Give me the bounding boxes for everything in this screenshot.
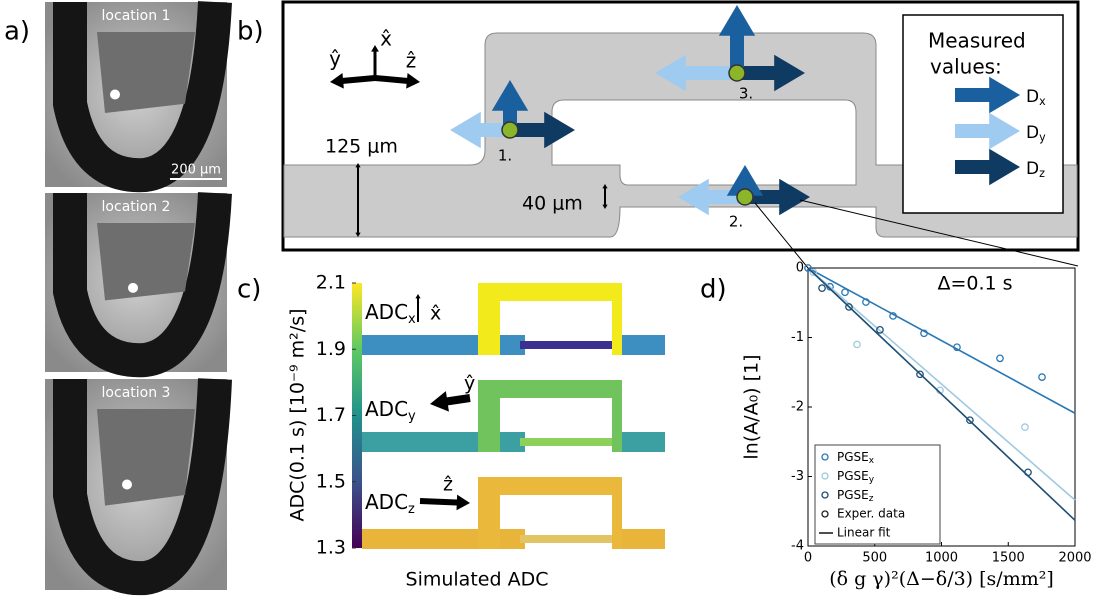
legend-label-main: D — [1026, 123, 1039, 143]
colorbar-tick-label: 1.5 — [316, 470, 346, 492]
dimension-label: 125 μm — [325, 136, 398, 158]
panel-label: c) — [237, 275, 261, 305]
x-axis-label: (δ g γ)²(Δ−δ/3) [s/mm²] — [829, 568, 1054, 590]
y-tick-label: -2 — [791, 400, 804, 415]
chip-region — [97, 409, 195, 506]
legend-label: Exper. data — [837, 507, 905, 521]
annotation: Δ=0.1 s — [937, 273, 1012, 295]
legend-label-sub: x — [1039, 95, 1046, 108]
map-band — [362, 335, 525, 355]
axis-label: x̂ — [380, 27, 392, 51]
x-tick-label: 2000 — [1058, 551, 1091, 566]
map-label: ADCy — [365, 397, 416, 424]
legend-label-sub: z — [869, 494, 874, 504]
y-tick-label: -3 — [791, 469, 804, 484]
bright-spot — [110, 90, 120, 100]
legend-title: values: — [930, 55, 1002, 79]
point-label: 2. — [729, 213, 743, 231]
measure-point — [729, 65, 745, 81]
map-label-main: ADC — [365, 397, 408, 421]
colorbar-tick-label: 1.7 — [316, 404, 346, 426]
map-label-sub: z — [408, 502, 415, 517]
legend-label-sub: y — [869, 475, 875, 485]
axis-label: ŷ — [329, 47, 341, 71]
image-label: location 2 — [102, 199, 171, 215]
map-label-sub: x — [408, 312, 416, 327]
x-tick-label: 1000 — [925, 551, 958, 566]
legend-label-main: D — [1026, 87, 1039, 107]
chip-region — [97, 32, 195, 113]
point-label: 1. — [498, 147, 512, 165]
map-label-sub: y — [408, 409, 416, 424]
x-tick-label: 0 — [804, 551, 812, 566]
map-label: ADCx — [365, 300, 416, 327]
colorbar-tick-label: 1.9 — [316, 338, 346, 360]
image-label: location 1 — [102, 8, 171, 24]
bright-spot — [122, 480, 132, 490]
legend-label-main: D — [1026, 159, 1039, 179]
colorbar-tick-label: 1.3 — [316, 537, 346, 559]
map-band — [520, 535, 617, 543]
panel-label: d) — [700, 275, 727, 305]
y-tick-label: 0 — [796, 261, 804, 276]
panel-c-title: Simulated ADC — [406, 569, 549, 591]
legend-label-sub: y — [1039, 131, 1046, 144]
legend-label: Linear fit — [837, 526, 891, 540]
map-band — [520, 341, 617, 349]
panel-label: a) — [4, 17, 30, 47]
measure-point — [737, 189, 753, 205]
legend-label: PGSEz — [837, 488, 874, 504]
measure-point — [502, 122, 518, 138]
map-axis: x̂ — [430, 303, 441, 325]
map-label-main: ADC — [365, 490, 408, 514]
map-label-main: ADC — [365, 300, 408, 324]
map-band — [362, 529, 525, 549]
map-axis: ŷ — [464, 373, 475, 395]
map-label: ADCz — [365, 490, 415, 517]
legend-label-main: PGSE — [837, 469, 869, 483]
legend-label-main: PGSE — [837, 450, 869, 464]
point-label: 3. — [739, 85, 753, 103]
legend-label-main: PGSE — [837, 488, 869, 502]
dimension-label: 40 μm — [522, 193, 583, 215]
legend-label-sub: x — [869, 456, 875, 466]
figure: a) b) c) d) location 1 location 2 location 3 20… — [0, 0, 1096, 599]
bright-spot — [128, 283, 138, 293]
map-axis: ẑ — [443, 474, 453, 496]
y-tick-label: -4 — [791, 539, 804, 554]
panel-label: b) — [237, 17, 264, 47]
colorbar-label: ADC(0.1 s) [10⁻⁹ m²/s] — [287, 308, 309, 521]
x-tick-label: 1500 — [992, 551, 1025, 566]
map-band — [362, 432, 525, 452]
scale-bar-label: 200 μm — [171, 163, 221, 178]
chip-region — [97, 223, 195, 300]
map-axis-arrow — [420, 495, 470, 511]
colorbar-tick-label: 2.1 — [316, 272, 346, 294]
axis-label: ẑ — [406, 49, 417, 73]
legend-title: Measured — [928, 29, 1026, 53]
legend-label-sub: z — [1039, 167, 1045, 180]
y-tick-label: -1 — [791, 330, 804, 345]
y-axis-label: ln(A/A₀) [1] — [741, 354, 763, 459]
map-axis-arrow — [415, 294, 420, 322]
image-label: location 3 — [102, 385, 171, 401]
x-tick-label: 500 — [862, 551, 887, 566]
map-band — [520, 438, 617, 446]
